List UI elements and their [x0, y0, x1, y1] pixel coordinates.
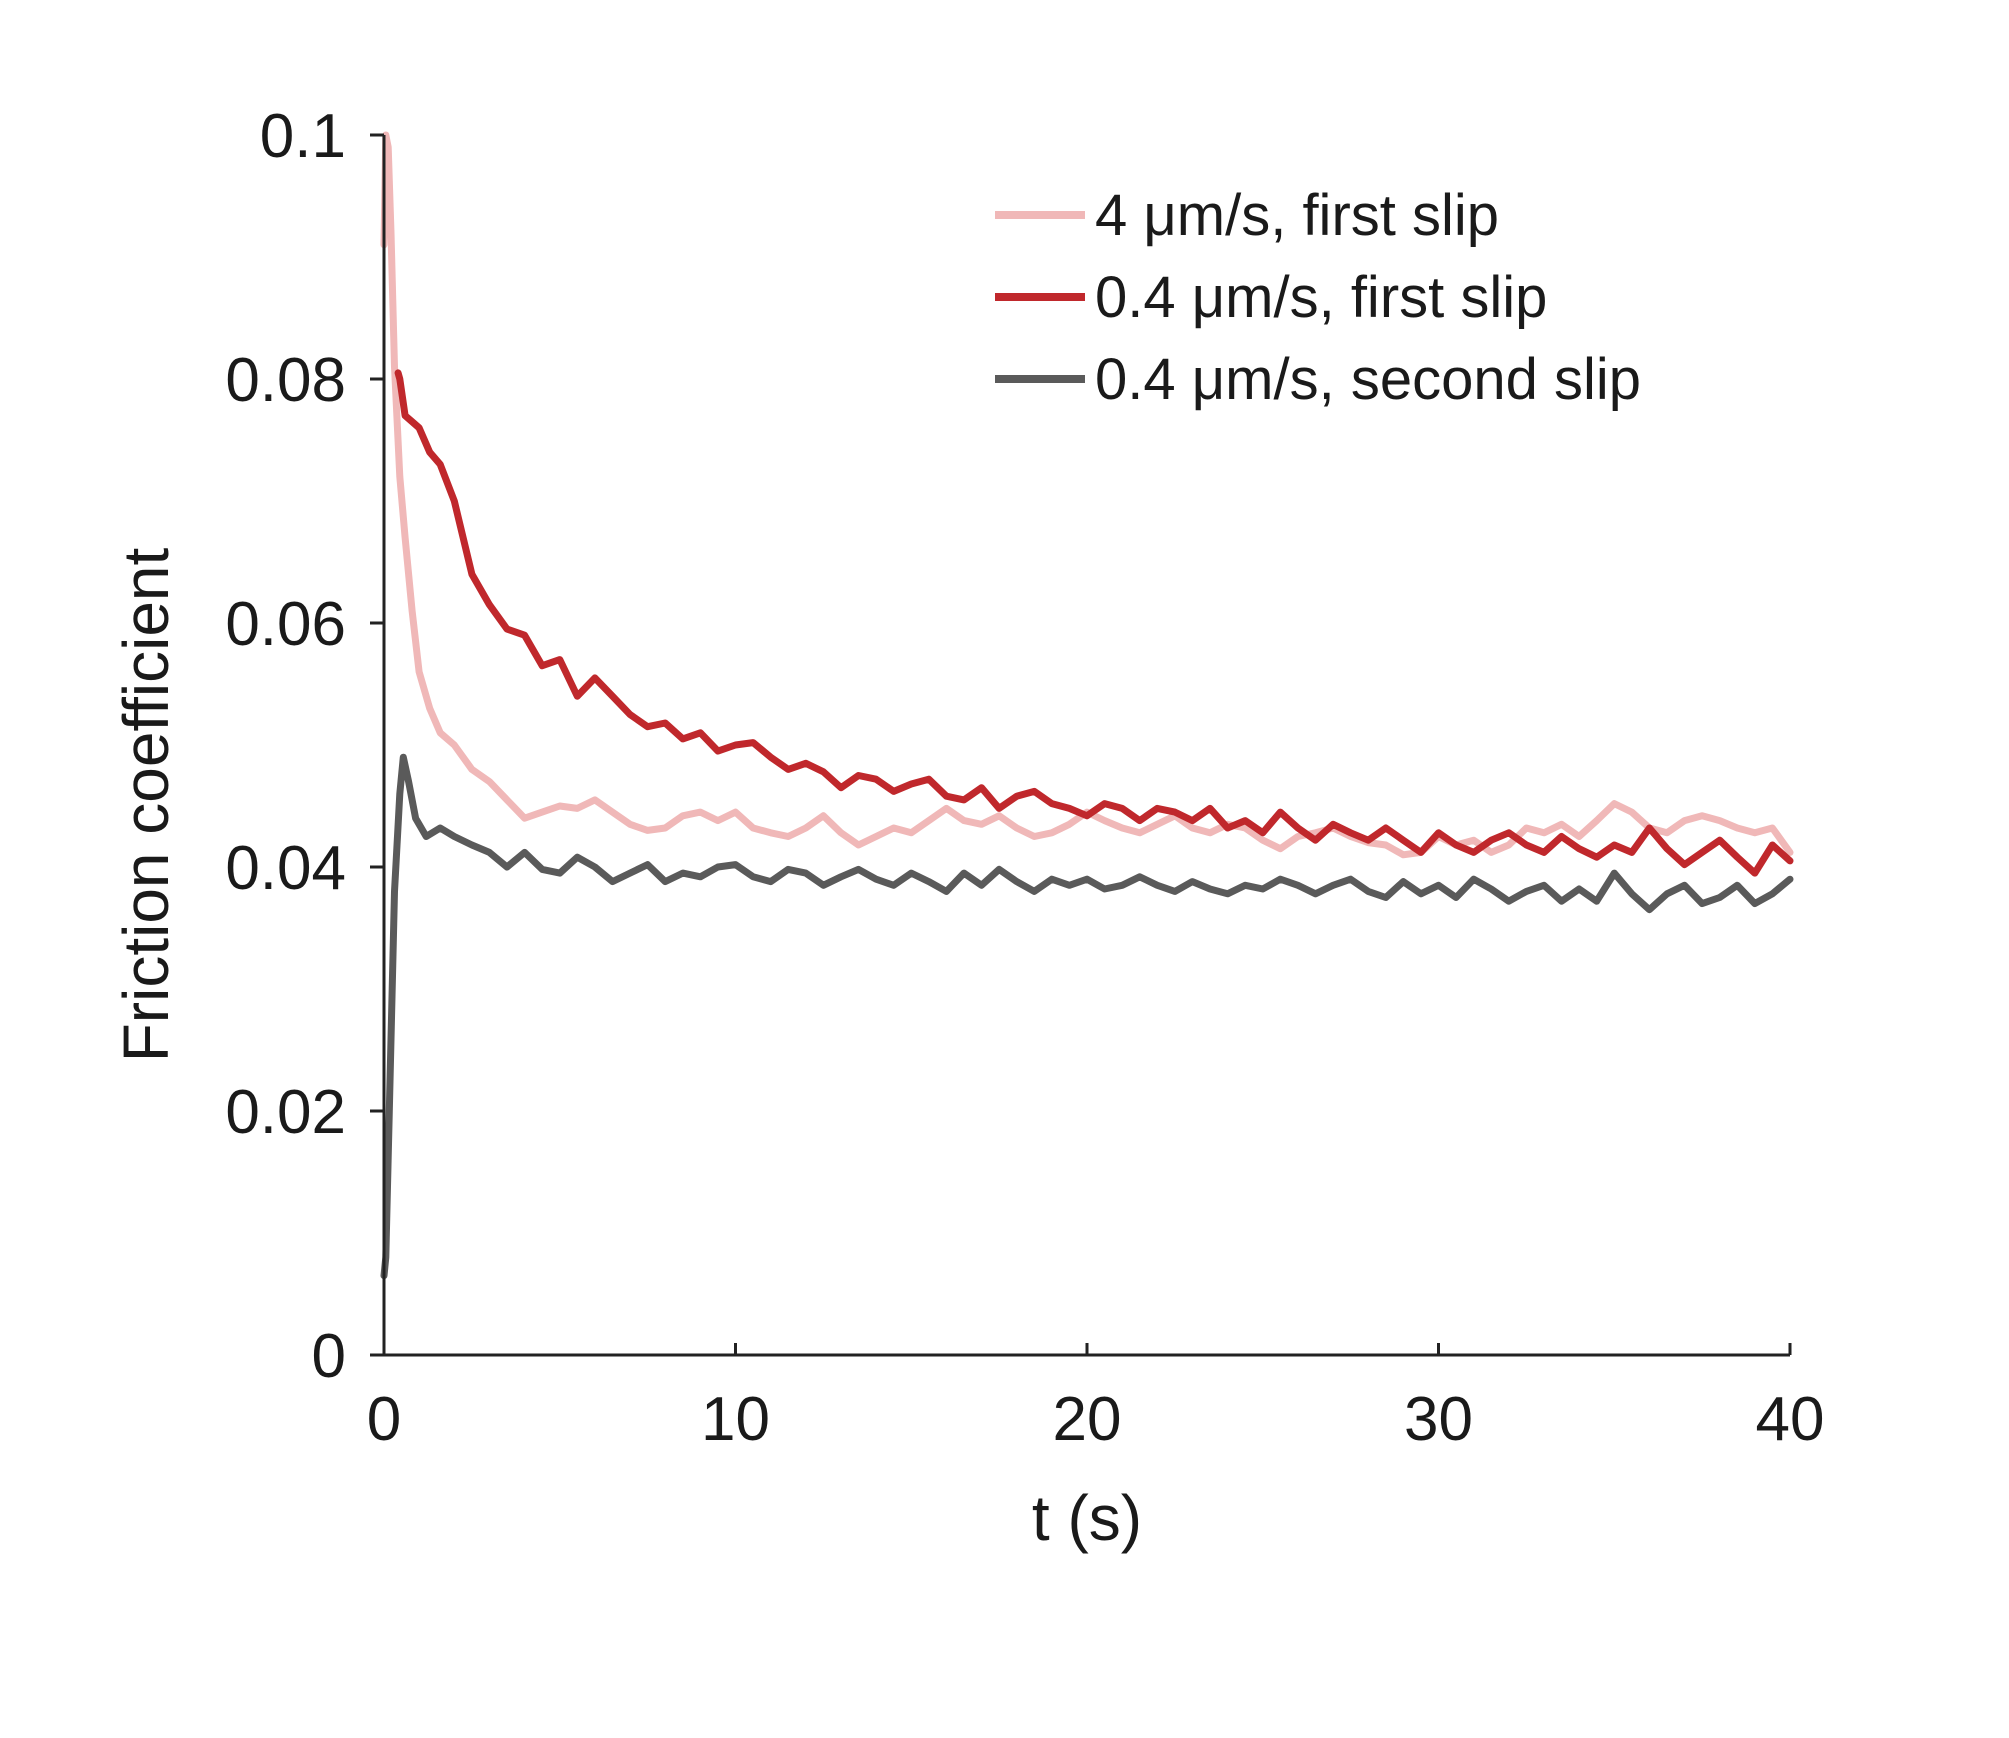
legend: 4 μm/s, first slip 0.4 μm/s, first slip 0.…: [995, 183, 1641, 412]
y-tick-label: 0.1: [260, 102, 346, 171]
y-tick-label: 0.06: [225, 590, 346, 659]
x-tick-label: 30: [1404, 1385, 1473, 1454]
y-axis-title: Friction coefficient: [110, 547, 182, 1062]
y-tick-label: 0.04: [225, 834, 346, 903]
legend-label-2: 0.4 μm/s, first slip: [1095, 265, 1547, 330]
legend-label-3: 0.4 μm/s, second slip: [1095, 347, 1641, 412]
series-line-3: [380, 753, 1794, 1280]
y-tick-label: 0.08: [225, 346, 346, 415]
y-tick-group: 0 0.02 0.04 0.06 0.08 0.1: [225, 102, 384, 1391]
y-tick-label: 0: [312, 1322, 346, 1391]
x-tick-label: 0: [367, 1385, 401, 1454]
x-tick-label: 40: [1756, 1385, 1825, 1454]
legend-label-1: 4 μm/s, first slip: [1095, 183, 1499, 248]
x-tick-label: 20: [1053, 1385, 1122, 1454]
x-tick-group: 0 10 20 30 40: [367, 1343, 1825, 1454]
series-layer: [380, 131, 1794, 1280]
x-tick-label: 10: [701, 1385, 770, 1454]
series-line-1: [380, 131, 1794, 859]
x-axis-title: t (s): [1032, 1482, 1142, 1554]
series-line-2: [394, 369, 1794, 877]
y-tick-label: 0.02: [225, 1078, 346, 1147]
